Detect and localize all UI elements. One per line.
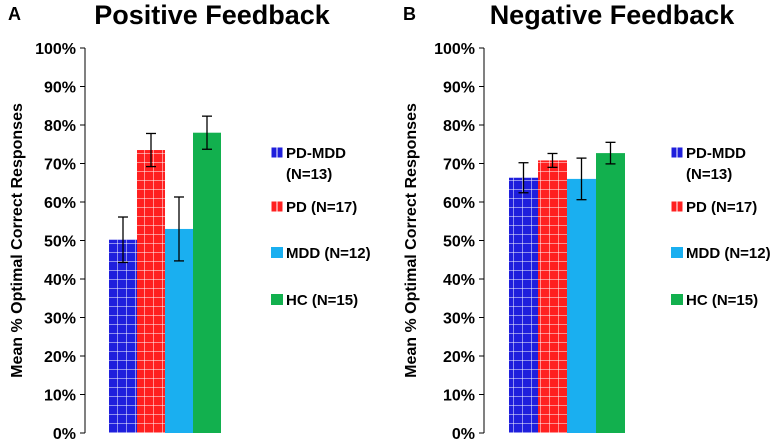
legend-label: PD (N=17) <box>286 199 357 216</box>
legend-item: MDD (N=12) <box>271 245 371 262</box>
legend-label: MDD (N=12) <box>286 245 371 262</box>
legend-item: HC (N=15) <box>271 292 358 309</box>
y-tick-label: 50% <box>443 234 475 251</box>
bar-pattern <box>109 239 137 433</box>
bar-mdd <box>165 228 193 433</box>
legend-label: (N=13) <box>686 166 732 183</box>
legend-label: PD-MDD <box>686 145 746 162</box>
bar-pattern <box>509 177 538 433</box>
y-tick-label: 30% <box>443 311 475 328</box>
legend-swatch <box>271 294 283 305</box>
legend-item: PD (N=17) <box>270 199 357 216</box>
y-tick-label: 10% <box>443 388 475 405</box>
bar-pattern <box>137 150 165 433</box>
chart-title: Positive Feedback <box>94 0 331 30</box>
bar-pattern <box>538 160 567 434</box>
y-tick-label: 70% <box>44 157 76 174</box>
legend-swatch <box>671 247 683 258</box>
bar-hc <box>596 153 625 434</box>
legend-label: HC (N=15) <box>686 292 758 309</box>
bar-mdd <box>567 178 596 433</box>
y-tick-label: 70% <box>443 157 475 174</box>
y-tick-label: 100% <box>434 41 475 58</box>
y-tick-label: 40% <box>443 272 475 289</box>
y-tick-label: 90% <box>443 80 475 97</box>
y-tick-label: 0% <box>452 426 475 443</box>
y-tick-label: 80% <box>443 118 475 135</box>
legend: PD-MDD (N=13) PD (N=17) MDD (N=12) HC (N=15) <box>270 145 371 309</box>
y-axis-title: Mean % Optimal Correct Responses <box>9 103 26 378</box>
y-tick-label: 80% <box>44 118 76 135</box>
y-tick-label: 20% <box>44 349 76 366</box>
legend-item: PD-MDD (N=13) <box>670 145 746 183</box>
chart-title: Negative Feedback <box>490 0 736 30</box>
panel-label: A <box>8 4 21 24</box>
y-tick-label: 60% <box>443 195 475 212</box>
legend-label: HC (N=15) <box>286 292 358 309</box>
y-tick-label: 10% <box>44 388 76 405</box>
legend-label: PD (N=17) <box>686 199 757 216</box>
panel-b: B Negative Feedback Mean % Optimal Correct… <box>403 0 771 443</box>
y-tick-label: 40% <box>44 272 76 289</box>
legend-label: MDD (N=12) <box>686 245 771 262</box>
legend-item: PD (N=17) <box>670 199 757 216</box>
panel-a: A Positive Feedback Mean % Optimal Correct… <box>8 0 371 443</box>
y-tick-label: 30% <box>44 311 76 328</box>
legend-item: MDD (N=12) <box>671 245 771 262</box>
legend: PD-MDD (N=13) PD (N=17) MDD (N=12) HC (N=15) <box>670 145 771 309</box>
y-tick-label: 20% <box>443 349 475 366</box>
y-tick-label: 60% <box>44 195 76 212</box>
legend-label: PD-MDD <box>286 145 346 162</box>
y-tick-label: 0% <box>53 426 76 443</box>
y-tick-label: 50% <box>44 234 76 251</box>
legend-swatch <box>271 247 283 258</box>
y-tick-label: 90% <box>44 80 76 97</box>
y-axis-title: Mean % Optimal Correct Responses <box>403 103 420 378</box>
legend-item: PD-MDD (N=13) <box>270 145 346 183</box>
legend-label: (N=13) <box>286 166 332 183</box>
panel-label: B <box>403 4 416 24</box>
legend-item: HC (N=15) <box>671 292 758 309</box>
legend-swatch <box>671 294 683 305</box>
bar-hc <box>193 132 221 433</box>
y-tick-label: 100% <box>35 41 76 58</box>
